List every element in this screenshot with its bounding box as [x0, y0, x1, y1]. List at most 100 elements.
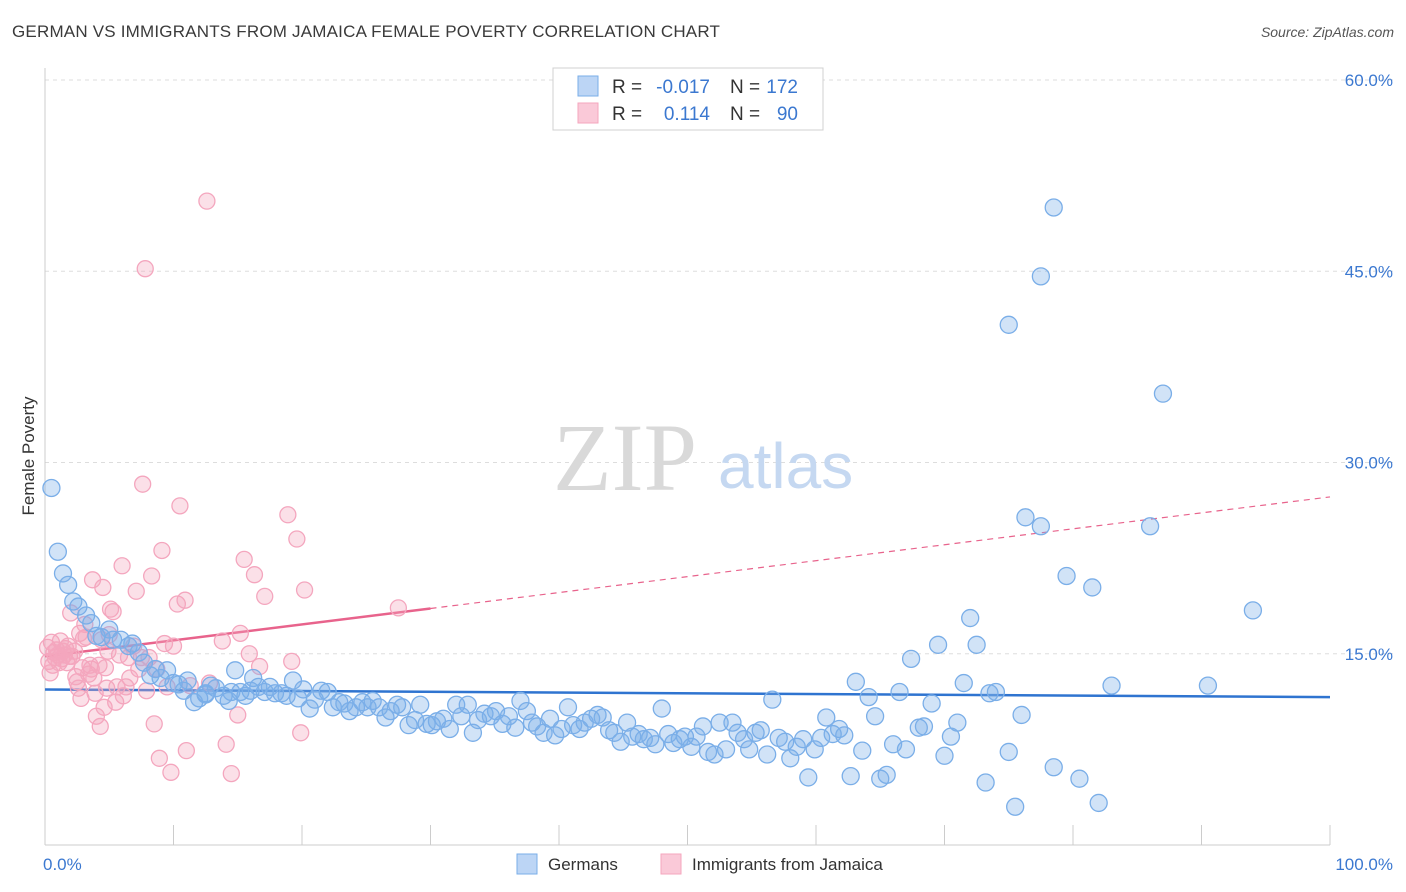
y-tick-label: 15.0%: [1345, 645, 1393, 664]
data-point-jamaica: [69, 679, 88, 697]
data-point-germans: [634, 730, 653, 749]
bottom-legend-swatch-jamaica: [660, 853, 682, 875]
data-point-germans: [1057, 566, 1076, 586]
data-point-jamaica: [153, 541, 171, 560]
bottom-legend-swatch-germans: [516, 853, 538, 875]
data-point-germans: [999, 315, 1018, 334]
data-point-germans: [196, 684, 215, 703]
data-point-jamaica: [177, 742, 196, 760]
y-tick-label: 45.0%: [1345, 262, 1393, 281]
data-point-germans: [841, 767, 860, 786]
data-point-germans: [1031, 267, 1051, 286]
data-point-germans: [411, 695, 430, 714]
data-point-germans: [236, 686, 255, 705]
data-point-germans: [244, 668, 263, 688]
data-point-jamaica: [295, 581, 314, 599]
data-point-germans: [853, 741, 872, 760]
data-point-jamaica: [213, 632, 231, 650]
data-point-germans: [440, 719, 459, 739]
data-point-germans: [859, 687, 878, 707]
data-point-germans: [369, 698, 389, 717]
data-point-germans: [922, 694, 941, 713]
data-point-jamaica: [164, 637, 183, 655]
legend-r-value-germans: -0.017: [656, 77, 710, 98]
data-point-jamaica: [65, 642, 84, 660]
data-point-germans: [896, 740, 916, 759]
data-point-germans: [846, 672, 865, 691]
data-point-germans: [776, 732, 795, 751]
data-point-germans: [781, 749, 800, 768]
data-point-germans: [1198, 676, 1218, 695]
data-point-germans: [751, 721, 770, 740]
watermark-zip: ZIP: [553, 404, 697, 511]
data-point-germans: [540, 709, 560, 728]
data-point-germans: [817, 708, 836, 727]
data-point-jamaica: [150, 749, 169, 767]
data-point-germans: [58, 575, 78, 595]
data-point-jamaica: [96, 659, 115, 677]
data-point-germans: [805, 740, 824, 759]
data-point-jamaica: [240, 645, 258, 663]
data-point-jamaica: [137, 682, 156, 700]
data-point-germans: [178, 671, 197, 690]
data-point-germans: [517, 701, 537, 721]
data-point-germans: [705, 745, 724, 764]
data-point-germans: [222, 682, 241, 702]
data-point-jamaica: [91, 717, 109, 736]
data-point-germans: [935, 746, 954, 765]
data-point-germans: [1006, 797, 1025, 816]
data-point-germans: [890, 682, 909, 702]
data-point-germans: [811, 728, 831, 748]
x-axis-ticks: [44, 825, 1331, 845]
data-point-germans: [986, 682, 1006, 702]
chart-source: Source: ZipAtlas.com: [1260, 24, 1394, 40]
legend-swatch-jamaica: [577, 102, 599, 124]
data-point-germans: [976, 773, 995, 792]
data-point-germans: [511, 691, 530, 711]
data-point-germans: [506, 718, 525, 737]
data-point-germans: [877, 765, 896, 785]
data-point-jamaica: [127, 582, 145, 600]
data-point-germans: [629, 724, 648, 744]
data-point-jamaica: [145, 715, 163, 733]
data-point-germans: [294, 680, 313, 699]
data-point-germans: [129, 643, 148, 662]
data-point-germans: [999, 742, 1018, 762]
data-point-jamaica: [143, 567, 161, 585]
data-point-germans: [1140, 517, 1160, 536]
data-point-jamaica: [104, 603, 122, 621]
data-point-germans: [740, 740, 759, 759]
data-point-germans: [53, 564, 73, 583]
data-point-germans: [716, 740, 736, 759]
data-point-germans: [552, 719, 571, 739]
data-point-jamaica: [256, 587, 274, 606]
data-point-germans: [794, 730, 813, 749]
data-point-jamaica: [198, 192, 216, 210]
legend: R = -0.017 N = 172 R = 0.114 N = 90: [552, 67, 824, 131]
data-point-germans: [652, 699, 671, 718]
data-point-germans: [1083, 578, 1102, 597]
data-point-germans: [1016, 508, 1035, 527]
data-point-jamaica: [389, 599, 408, 617]
data-point-germans: [961, 608, 980, 628]
data-point-germans: [901, 649, 921, 668]
data-point-jamaica: [245, 566, 264, 584]
data-point-jamaica: [162, 763, 180, 781]
x-tick-label-min: 0.0%: [43, 855, 82, 874]
data-point-germans: [1243, 601, 1263, 620]
data-point-germans: [103, 630, 123, 649]
trend-line-jamaica: [44, 607, 431, 658]
data-point-germans: [605, 723, 624, 742]
data-point-germans: [434, 709, 453, 728]
data-point-jamaica: [101, 600, 120, 618]
data-point-germans: [835, 726, 854, 745]
legend-n-value-jamaica: 90: [777, 104, 798, 125]
y-axis-tick-labels: 15.0% 30.0% 45.0% 60.0%: [1345, 71, 1393, 664]
data-point-germans: [123, 634, 142, 653]
data-point-germans: [277, 686, 296, 705]
data-point-germans: [687, 727, 706, 746]
data-point-jamaica: [117, 678, 135, 696]
data-point-germans: [499, 707, 519, 726]
legend-r-label-germans: R =: [612, 77, 642, 98]
